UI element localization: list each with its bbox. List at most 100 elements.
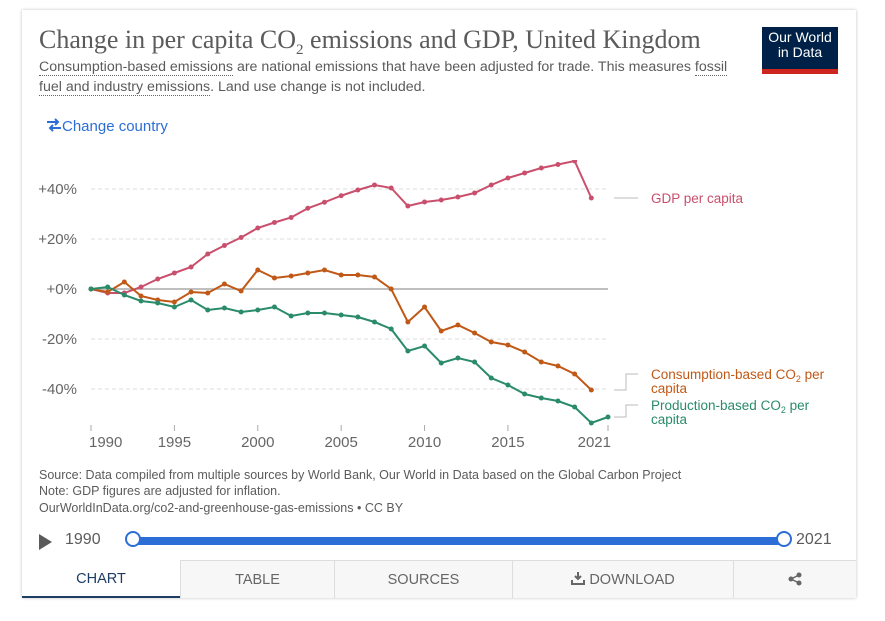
x-tick-label: 2005 xyxy=(324,434,357,451)
series-line-2 xyxy=(90,285,609,425)
x-tick-label: 2010 xyxy=(408,434,441,451)
series-label: Consumption-based CO2 per capita xyxy=(651,367,825,396)
subtitle-text: are national emissions that have been ad… xyxy=(233,59,695,75)
fossil-fuel-emissions-link[interactable]: fossil fuel and industry emissions xyxy=(39,59,728,96)
data-point xyxy=(288,215,294,220)
data-point xyxy=(422,343,428,349)
data-point xyxy=(188,289,194,295)
y-tick-label: +20% xyxy=(38,231,77,248)
data-point xyxy=(438,360,444,366)
data-point xyxy=(205,307,211,313)
play-icon[interactable] xyxy=(39,534,52,550)
data-point xyxy=(238,288,244,294)
label-connector xyxy=(614,404,638,418)
timeline-track[interactable] xyxy=(132,537,784,545)
data-point xyxy=(188,264,194,270)
series-label: GDP per capita xyxy=(651,191,744,206)
data-point xyxy=(238,309,244,315)
logo-line2: in Data xyxy=(777,44,823,60)
x-tick-label: 1995 xyxy=(158,434,191,451)
download-icon xyxy=(571,572,586,585)
data-point xyxy=(271,220,277,225)
data-point xyxy=(438,197,444,203)
data-point xyxy=(105,284,111,290)
logo-red-bar xyxy=(762,69,838,74)
data-point xyxy=(171,270,177,276)
timeline-start-handle[interactable] xyxy=(125,531,141,547)
data-point xyxy=(488,339,494,345)
tab-download[interactable]: DOWNLOAD xyxy=(512,560,733,598)
x-tick-label: 2021 xyxy=(578,434,611,451)
title-text-end: emissions and GDP, United Kingdom xyxy=(303,25,701,54)
x-axis-ticks: 1990 1995 2000 2005 2010 2015 2021 xyxy=(89,425,611,451)
data-point xyxy=(221,281,227,287)
data-point xyxy=(422,304,428,310)
series-labels: GDP per capita Consumption-based CO2 per c… xyxy=(614,191,825,427)
tab-share[interactable] xyxy=(733,560,856,598)
data-point xyxy=(305,270,311,276)
source-text: Source: Data compiled from multiple sour… xyxy=(39,468,682,482)
y-tick-label: -40% xyxy=(42,381,77,398)
page-title: Change in per capita CO2 emissions and G… xyxy=(39,25,701,59)
data-point xyxy=(221,305,227,311)
owid-logo[interactable]: Our World in Data xyxy=(762,27,838,74)
chart-footer: Source: Data compiled from multiple sour… xyxy=(39,467,681,516)
line-chart: +40% +20% +0% -20% -40% 1990 1995 2000 2005 2010… xyxy=(38,160,825,451)
data-point xyxy=(338,193,344,199)
data-point xyxy=(588,195,594,201)
change-country-button[interactable]: Change country xyxy=(46,118,168,135)
data-point xyxy=(155,276,161,282)
subtitle-text-end: . Land use change is not included. xyxy=(210,79,426,95)
data-point xyxy=(438,328,444,334)
grid-lines xyxy=(91,188,608,390)
data-point xyxy=(255,225,261,231)
data-point xyxy=(405,203,411,209)
data-point xyxy=(271,275,277,281)
data-point xyxy=(372,274,378,280)
data-point xyxy=(205,290,211,296)
tab-table[interactable]: TABLE xyxy=(180,560,334,598)
data-point xyxy=(505,175,511,181)
change-country-label: Change country xyxy=(62,118,168,135)
data-point xyxy=(305,310,311,316)
data-point xyxy=(355,272,361,278)
data-point xyxy=(338,272,344,278)
note-text: Note: GDP figures are adjusted for infla… xyxy=(39,484,281,498)
logo-line1: Our World xyxy=(768,29,832,45)
data-point xyxy=(255,267,261,273)
data-point xyxy=(305,205,311,211)
timeline-end-label: 2021 xyxy=(796,531,832,548)
series-lines xyxy=(88,160,611,426)
timeline-start-label: 1990 xyxy=(65,531,101,548)
data-point xyxy=(505,342,511,348)
data-point xyxy=(188,297,194,303)
data-point xyxy=(572,160,578,164)
timeline-slider[interactable]: 1990 2021 xyxy=(39,530,839,554)
data-point xyxy=(572,371,578,377)
x-tick-label: 1990 xyxy=(89,434,122,451)
data-point xyxy=(355,314,361,320)
data-point xyxy=(455,194,461,200)
tab-chart[interactable]: CHART xyxy=(22,560,180,598)
data-point xyxy=(488,182,494,188)
y-axis-ticks: +40% +20% +0% -20% -40% xyxy=(38,181,77,398)
data-point xyxy=(538,165,544,171)
source-url-link[interactable]: OurWorldInData.org/co2-and-greenhouse-ga… xyxy=(39,501,404,515)
data-point xyxy=(522,170,528,176)
timeline-end-handle[interactable] xyxy=(776,531,792,547)
data-point xyxy=(288,273,294,279)
series-label: Production-based CO2 per capita xyxy=(651,398,810,427)
data-point xyxy=(555,398,561,404)
tab-sources[interactable]: SOURCES xyxy=(334,560,512,598)
consumption-emissions-link[interactable]: Consumption-based emissions xyxy=(39,59,233,76)
title-subscript: 2 xyxy=(296,42,304,59)
data-point xyxy=(321,199,327,205)
data-point xyxy=(372,319,378,325)
tab-bar: CHART TABLE SOURCES DOWNLOAD xyxy=(22,560,856,598)
data-point xyxy=(488,375,494,381)
data-point xyxy=(138,293,144,299)
data-point xyxy=(555,363,561,369)
data-point xyxy=(522,391,528,397)
data-point xyxy=(88,286,94,292)
data-point xyxy=(388,286,394,292)
